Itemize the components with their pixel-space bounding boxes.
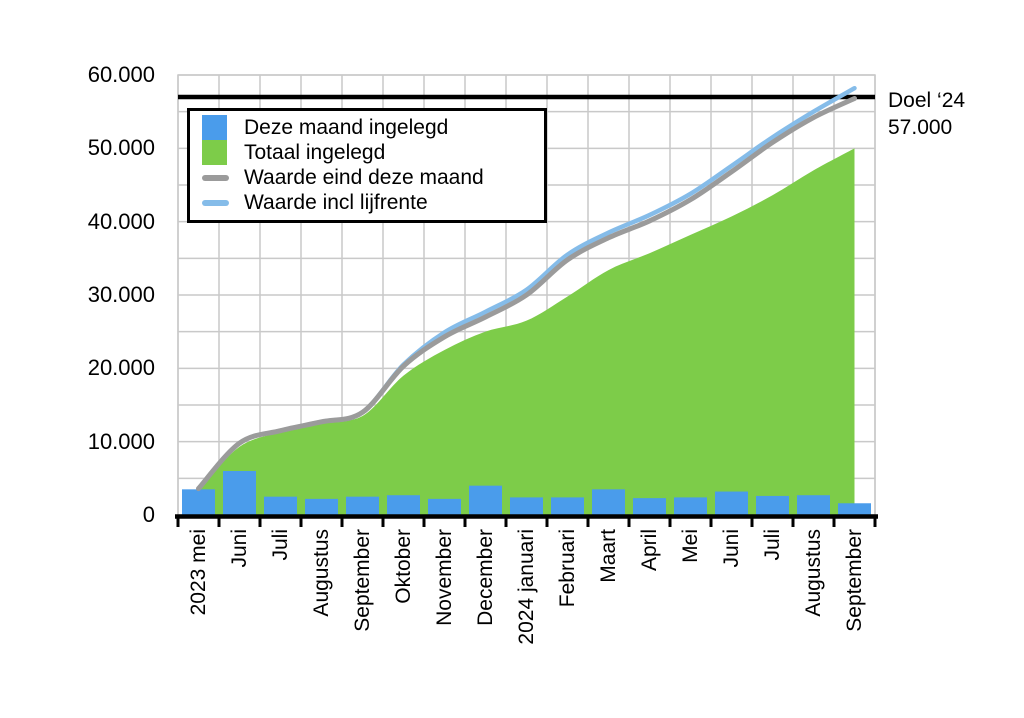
bar-deze-maand (838, 503, 871, 515)
area-totaal-ingelegd (198, 148, 855, 516)
x-tick-label: Juli (760, 529, 784, 561)
bar-deze-maand (674, 497, 707, 515)
x-tick-label: Augustus (309, 529, 333, 617)
legend-label: Deze maand ingelegd (244, 115, 449, 139)
x-tick-label: Oktober (391, 529, 415, 604)
legend-label: Totaal ingelegd (244, 140, 386, 164)
y-tick-label: 50.000 (87, 135, 155, 161)
y-tick-label: 30.000 (87, 282, 155, 307)
legend-line-swatch (202, 199, 229, 206)
bar-deze-maand (551, 497, 584, 515)
goal-label: Doel ‘24 (888, 89, 966, 112)
x-tick-label: November (432, 529, 456, 626)
x-tick-label: Juni (719, 529, 743, 568)
goal-annotation: Doel ‘24 57.000 (888, 87, 965, 141)
x-tick-label: Februari (555, 529, 579, 608)
line-waarde-eind-maand (196, 95, 857, 492)
legend-square-swatch (202, 140, 227, 165)
legend-label: Waarde incl lijfrente (244, 190, 428, 214)
x-tick-label: 2023 mei (186, 529, 210, 616)
x-tick-label: September (350, 529, 374, 632)
bar-deze-maand (469, 485, 502, 515)
y-tick-label: 40.000 (87, 208, 155, 234)
bar-deze-maand (264, 496, 297, 515)
x-tick-label: Maart (596, 529, 620, 583)
legend-label: Waarde eind deze maand (244, 165, 484, 189)
bar-deze-maand (387, 495, 420, 515)
x-tick-label: April (637, 529, 661, 572)
legend-item: Deze maand ingelegd (202, 115, 544, 140)
x-tick-label: Augustus (801, 529, 825, 617)
y-tick-label: 0 (142, 502, 155, 527)
bar-deze-maand (510, 497, 543, 515)
legend-item: Waarde incl lijfrente (202, 190, 544, 215)
bar-deze-maand (756, 495, 789, 515)
bar-deze-maand (182, 489, 215, 515)
x-tick-label: Juli (268, 529, 292, 561)
x-tick-label: Juni (227, 529, 251, 568)
legend-square-swatch (202, 115, 227, 140)
legend: Deze maand ingelegd Totaal ingelegd Waarde… (187, 108, 547, 223)
legend-line-swatch (202, 174, 229, 181)
x-tick-label: December (473, 529, 497, 626)
bar-deze-maand (428, 498, 461, 515)
bar-deze-maand (223, 471, 256, 515)
y-tick-label: 20.000 (87, 355, 155, 381)
bar-deze-maand (305, 498, 338, 515)
y-tick-label: 10.000 (87, 428, 155, 454)
legend-item: Totaal ingelegd (202, 140, 544, 165)
x-tick-label: Mei (678, 529, 702, 563)
x-tick-label: September (842, 529, 866, 632)
bar-deze-maand (592, 489, 625, 515)
bar-deze-maand (633, 498, 666, 515)
bar-deze-maand (346, 496, 379, 515)
y-tick-label: 60.000 (87, 62, 155, 87)
legend-item: Waarde eind deze maand (202, 165, 544, 190)
bar-deze-maand (797, 495, 830, 515)
goal-value: 57.000 (888, 116, 953, 139)
x-tick-label: 2024 januari (514, 529, 538, 645)
bar-deze-maand (715, 491, 748, 515)
